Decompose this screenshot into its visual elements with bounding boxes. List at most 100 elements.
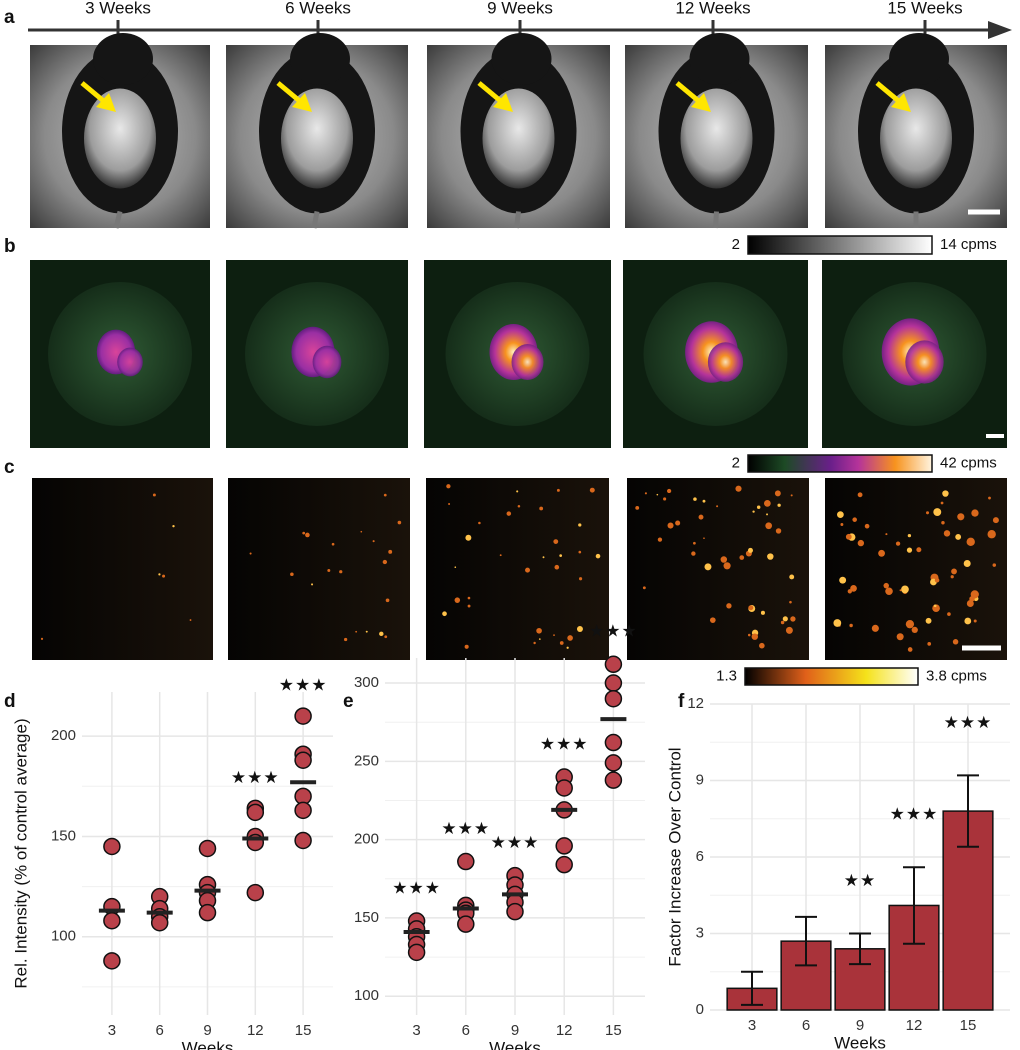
speck xyxy=(454,566,457,569)
point xyxy=(103,952,121,970)
speck xyxy=(339,570,343,574)
y-tick-label: 200 xyxy=(51,727,76,744)
timeline-label: 15 Weeks xyxy=(887,0,962,17)
mouse-belly xyxy=(680,88,753,189)
arrow-head xyxy=(891,93,911,112)
point xyxy=(506,902,524,921)
point xyxy=(457,852,475,871)
y-tick-label: 3 xyxy=(696,924,704,941)
y-tick-label: 300 xyxy=(354,674,379,691)
y-tick-label: 100 xyxy=(354,987,379,1004)
colorbar-min: 1.3 xyxy=(716,667,737,684)
speck xyxy=(478,521,481,525)
speck xyxy=(775,528,782,534)
speck xyxy=(559,641,564,645)
speck xyxy=(553,539,559,545)
speck xyxy=(885,533,888,536)
speck xyxy=(162,574,166,578)
organ xyxy=(905,340,944,384)
speck xyxy=(756,505,761,509)
speck xyxy=(158,573,161,576)
speck xyxy=(556,488,560,492)
speck xyxy=(864,523,870,529)
colorbar xyxy=(747,235,933,255)
speck xyxy=(785,626,793,634)
x-tick-label: 12 xyxy=(556,1022,573,1039)
x-tick-label: 6 xyxy=(802,1017,810,1034)
speck xyxy=(554,564,560,570)
speck xyxy=(905,620,915,629)
arrow xyxy=(675,81,703,105)
mouse-tail xyxy=(514,211,521,229)
significance: ★★★ xyxy=(491,833,540,852)
y-tick-label: 150 xyxy=(354,909,379,926)
speck xyxy=(883,582,889,589)
speck xyxy=(988,496,991,500)
speck xyxy=(454,597,461,603)
point xyxy=(604,655,623,674)
speck xyxy=(536,627,542,634)
speck xyxy=(942,490,949,497)
point xyxy=(294,751,312,769)
speck xyxy=(704,563,712,571)
mouse-tail xyxy=(311,211,320,229)
speck xyxy=(709,617,716,623)
speck xyxy=(963,560,971,568)
timeline-label: 3 Weeks xyxy=(85,0,151,17)
speck xyxy=(907,647,913,652)
point xyxy=(555,779,573,797)
timeline-label: 9 Weeks xyxy=(487,0,553,17)
speck xyxy=(667,522,674,529)
speck xyxy=(735,485,742,492)
panel-letter: c xyxy=(4,457,15,478)
speck xyxy=(789,600,792,604)
speck xyxy=(906,547,913,553)
y-tick-label: 200 xyxy=(354,831,379,848)
point xyxy=(604,674,623,692)
timeline-label: 12 Weeks xyxy=(675,0,750,17)
speck xyxy=(901,585,909,594)
mouse-head xyxy=(889,33,949,85)
speck xyxy=(331,542,335,546)
speck xyxy=(895,541,901,546)
speck xyxy=(952,639,959,645)
speck xyxy=(951,568,957,575)
panel-letter: d xyxy=(4,691,16,712)
speck xyxy=(559,554,563,557)
y-tick-label: 100 xyxy=(51,928,76,945)
speck xyxy=(189,619,192,621)
speck xyxy=(578,550,582,554)
point xyxy=(198,903,217,922)
speck xyxy=(760,610,765,615)
speck xyxy=(290,572,294,577)
arrow xyxy=(875,81,903,105)
speck xyxy=(839,576,847,584)
timeline-label: 6 Weeks xyxy=(285,0,351,17)
speck xyxy=(739,555,745,560)
speck xyxy=(644,492,647,495)
significance: ★★★ xyxy=(392,879,441,898)
colorbar xyxy=(744,667,919,686)
arrow-head xyxy=(988,21,1012,39)
speck xyxy=(693,541,696,545)
speck xyxy=(943,530,951,537)
speck xyxy=(40,637,44,640)
arrow xyxy=(276,81,304,105)
point xyxy=(246,883,265,902)
speck xyxy=(344,637,348,642)
speck xyxy=(759,642,765,649)
photo xyxy=(627,478,809,660)
speck xyxy=(857,539,865,547)
speck xyxy=(992,517,999,524)
x-tick-label: 9 xyxy=(203,1022,211,1039)
speck xyxy=(538,638,541,640)
panel-letter: b xyxy=(4,236,16,257)
panel-letter: e xyxy=(343,691,354,712)
speck xyxy=(966,600,974,607)
speck xyxy=(766,513,769,516)
organ xyxy=(707,342,744,382)
speck xyxy=(365,630,368,633)
significance: ★★ xyxy=(844,871,876,890)
x-tick-label: 9 xyxy=(511,1022,519,1039)
